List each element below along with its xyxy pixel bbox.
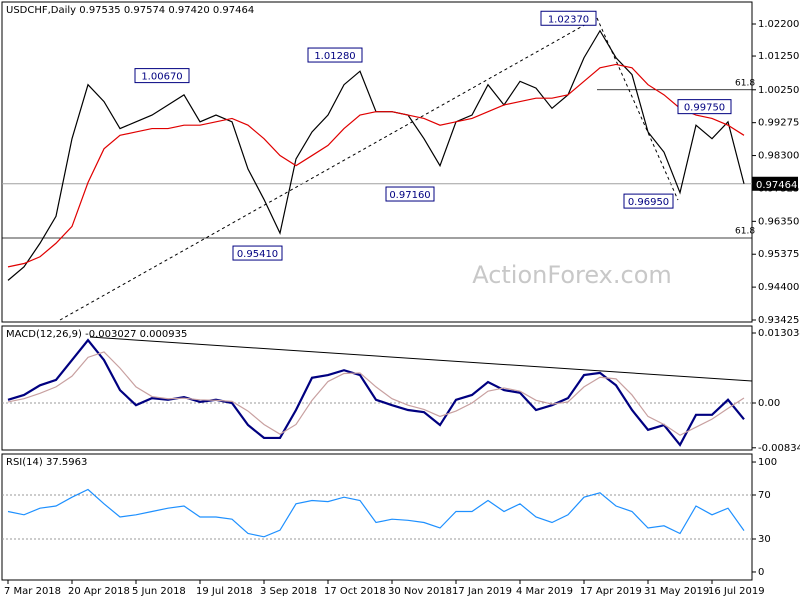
series-line xyxy=(7,338,745,447)
x-tick-label: 19 Jul 2018 xyxy=(196,586,253,597)
last-price-label: 0.97464 xyxy=(756,180,797,191)
x-tick-label: 3 Sep 2018 xyxy=(260,586,317,597)
fib-level-label: 61.8 xyxy=(735,78,755,88)
annotation-box xyxy=(307,47,363,63)
x-tick-label: 4 Mar 2019 xyxy=(516,586,573,597)
annotation-box xyxy=(540,10,597,26)
last-price-tag xyxy=(752,176,798,191)
x-tick-label: 31 May 2019 xyxy=(644,586,709,597)
annotation-label: 1.02370 xyxy=(548,14,589,25)
y-tick-label: 0.96350 xyxy=(758,216,799,227)
annotation-label: 1.00670 xyxy=(141,72,182,83)
y-tick-label: 0.93425 xyxy=(758,315,799,326)
annotation-label: 0.97160 xyxy=(389,190,430,201)
series-line xyxy=(7,351,745,436)
x-tick-label: 20 Apr 2018 xyxy=(68,586,130,597)
annotation-label: 0.95410 xyxy=(237,249,278,260)
pane-title: RSI(14) 37.5963 xyxy=(6,457,87,468)
annotation-box xyxy=(385,186,435,202)
x-tick-label: 17 Oct 2018 xyxy=(324,586,386,597)
y-tick-label: 0.00 xyxy=(758,398,780,409)
annotation-label: 1.01280 xyxy=(314,51,355,62)
pane-frame xyxy=(1,453,753,581)
y-tick-label: 0 xyxy=(758,567,764,578)
annotation-box xyxy=(623,193,674,209)
x-tick-label: 30 Nov 2018 xyxy=(388,586,452,597)
trend-line xyxy=(59,17,598,321)
x-tick-label: 17 Apr 2019 xyxy=(580,586,642,597)
y-tick-label: -0.00834 xyxy=(758,443,800,454)
y-tick-label: 0.95375 xyxy=(758,249,799,260)
y-tick-label: 1.00250 xyxy=(758,85,799,96)
annotation-label: 0.96950 xyxy=(628,197,669,208)
y-tick-label: 100 xyxy=(758,457,777,468)
y-tick-label: 1.01250 xyxy=(758,51,799,62)
watermark: ActionForex.com xyxy=(472,261,672,289)
macd-trend-line xyxy=(89,336,753,382)
fib-level-label: 61.8 xyxy=(735,227,755,237)
y-tick-label: 0.98300 xyxy=(758,151,799,162)
pane-frame xyxy=(1,325,753,451)
annotation-label: 0.99750 xyxy=(684,103,725,114)
x-tick-label: 7 Mar 2018 xyxy=(4,586,61,597)
y-tick-label: 70 xyxy=(758,490,771,501)
pane-title: MACD(12,26,9) -0.003027 0.000935 xyxy=(6,329,187,340)
series-line xyxy=(7,488,745,538)
y-tick-label: 30 xyxy=(758,534,771,545)
series-line xyxy=(7,63,745,268)
pane-frame xyxy=(1,1,753,323)
y-tick-label: 0.99275 xyxy=(758,118,799,129)
x-tick-label: 5 Jun 2018 xyxy=(132,586,186,597)
x-tick-label: 16 Jul 2019 xyxy=(708,586,765,597)
annotation-box xyxy=(232,245,283,261)
y-tick-label: 0.94400 xyxy=(758,282,799,293)
y-tick-label: 0.013034 xyxy=(758,328,800,339)
annotation-box xyxy=(677,99,732,115)
y-tick-label: 1.02200 xyxy=(758,19,799,30)
annotation-box xyxy=(134,68,190,84)
x-tick-label: 17 Jan 2019 xyxy=(452,586,512,597)
pane-title: USDCHF,Daily 0.97535 0.97574 0.97420 0.9… xyxy=(6,5,254,16)
